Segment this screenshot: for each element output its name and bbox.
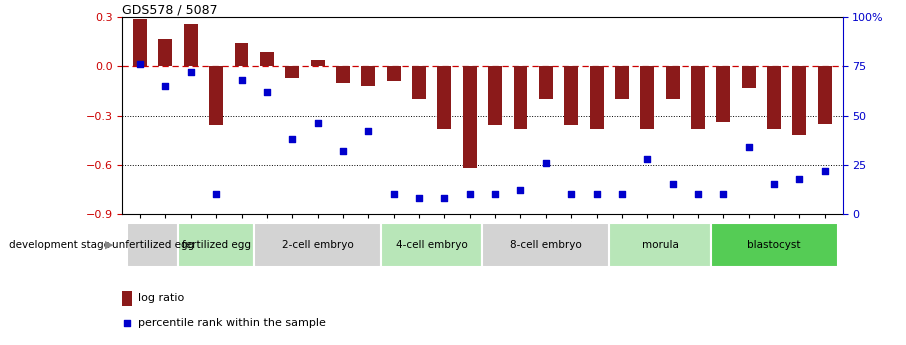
Bar [361,66,375,86]
Text: log ratio: log ratio [139,293,185,303]
Point [311,121,325,126]
Point [463,191,477,197]
Bar [412,66,426,99]
Bar [336,66,350,83]
Bar [742,66,756,88]
Bar [514,66,527,129]
Bar [710,223,837,267]
Bar [381,223,483,267]
Bar [615,66,629,99]
Bar [793,66,806,135]
Bar [590,66,603,129]
Text: GDS578 / 5087: GDS578 / 5087 [122,3,218,16]
Bar [488,66,502,126]
Point [387,191,401,197]
Point [614,191,629,197]
Text: percentile rank within the sample: percentile rank within the sample [139,318,326,328]
Point [361,129,376,134]
Bar [609,223,710,267]
Text: fertilized egg: fertilized egg [181,240,251,250]
Bar [691,66,705,129]
Text: morula: morula [641,240,679,250]
Bar [483,223,609,267]
Bar [184,24,198,66]
Bar [438,66,451,129]
Point [260,89,275,95]
Bar [641,66,654,129]
Bar [463,66,477,168]
Point [487,191,502,197]
Point [792,176,806,181]
Text: 2-cell embryo: 2-cell embryo [282,240,353,250]
Text: 4-cell embryo: 4-cell embryo [396,240,467,250]
Text: development stage: development stage [9,240,110,250]
Point [336,148,351,154]
Bar [564,66,578,126]
Point [412,195,427,201]
Text: 8-cell embryo: 8-cell embryo [510,240,582,250]
Bar [285,66,299,78]
Text: ▶: ▶ [104,240,113,250]
Bar [767,66,781,129]
Bar [128,223,178,267]
Point [209,191,224,197]
Bar [235,43,248,66]
Point [589,191,603,197]
Point [640,156,654,161]
Bar [133,19,147,66]
Bar [539,66,553,99]
Point [133,62,148,67]
Bar [178,223,255,267]
Point [285,136,300,142]
Point [438,195,452,201]
Bar [122,290,132,306]
Bar [209,66,223,126]
Point [538,160,553,166]
Point [817,168,832,174]
Point [741,144,756,150]
Point [235,77,249,83]
Point [690,191,705,197]
Bar [387,66,400,81]
Text: unfertilized egg: unfertilized egg [111,240,194,250]
Bar [818,66,832,124]
Point [120,320,135,325]
Bar [311,60,324,66]
Bar [159,39,172,66]
Point [665,182,680,187]
Bar [255,223,381,267]
Bar [260,52,274,66]
Point [766,182,781,187]
Bar [717,66,730,122]
Text: blastocyst: blastocyst [747,240,801,250]
Point [716,191,730,197]
Point [513,188,527,193]
Bar [666,66,680,99]
Point [159,83,173,89]
Point [184,70,198,75]
Point [564,191,578,197]
